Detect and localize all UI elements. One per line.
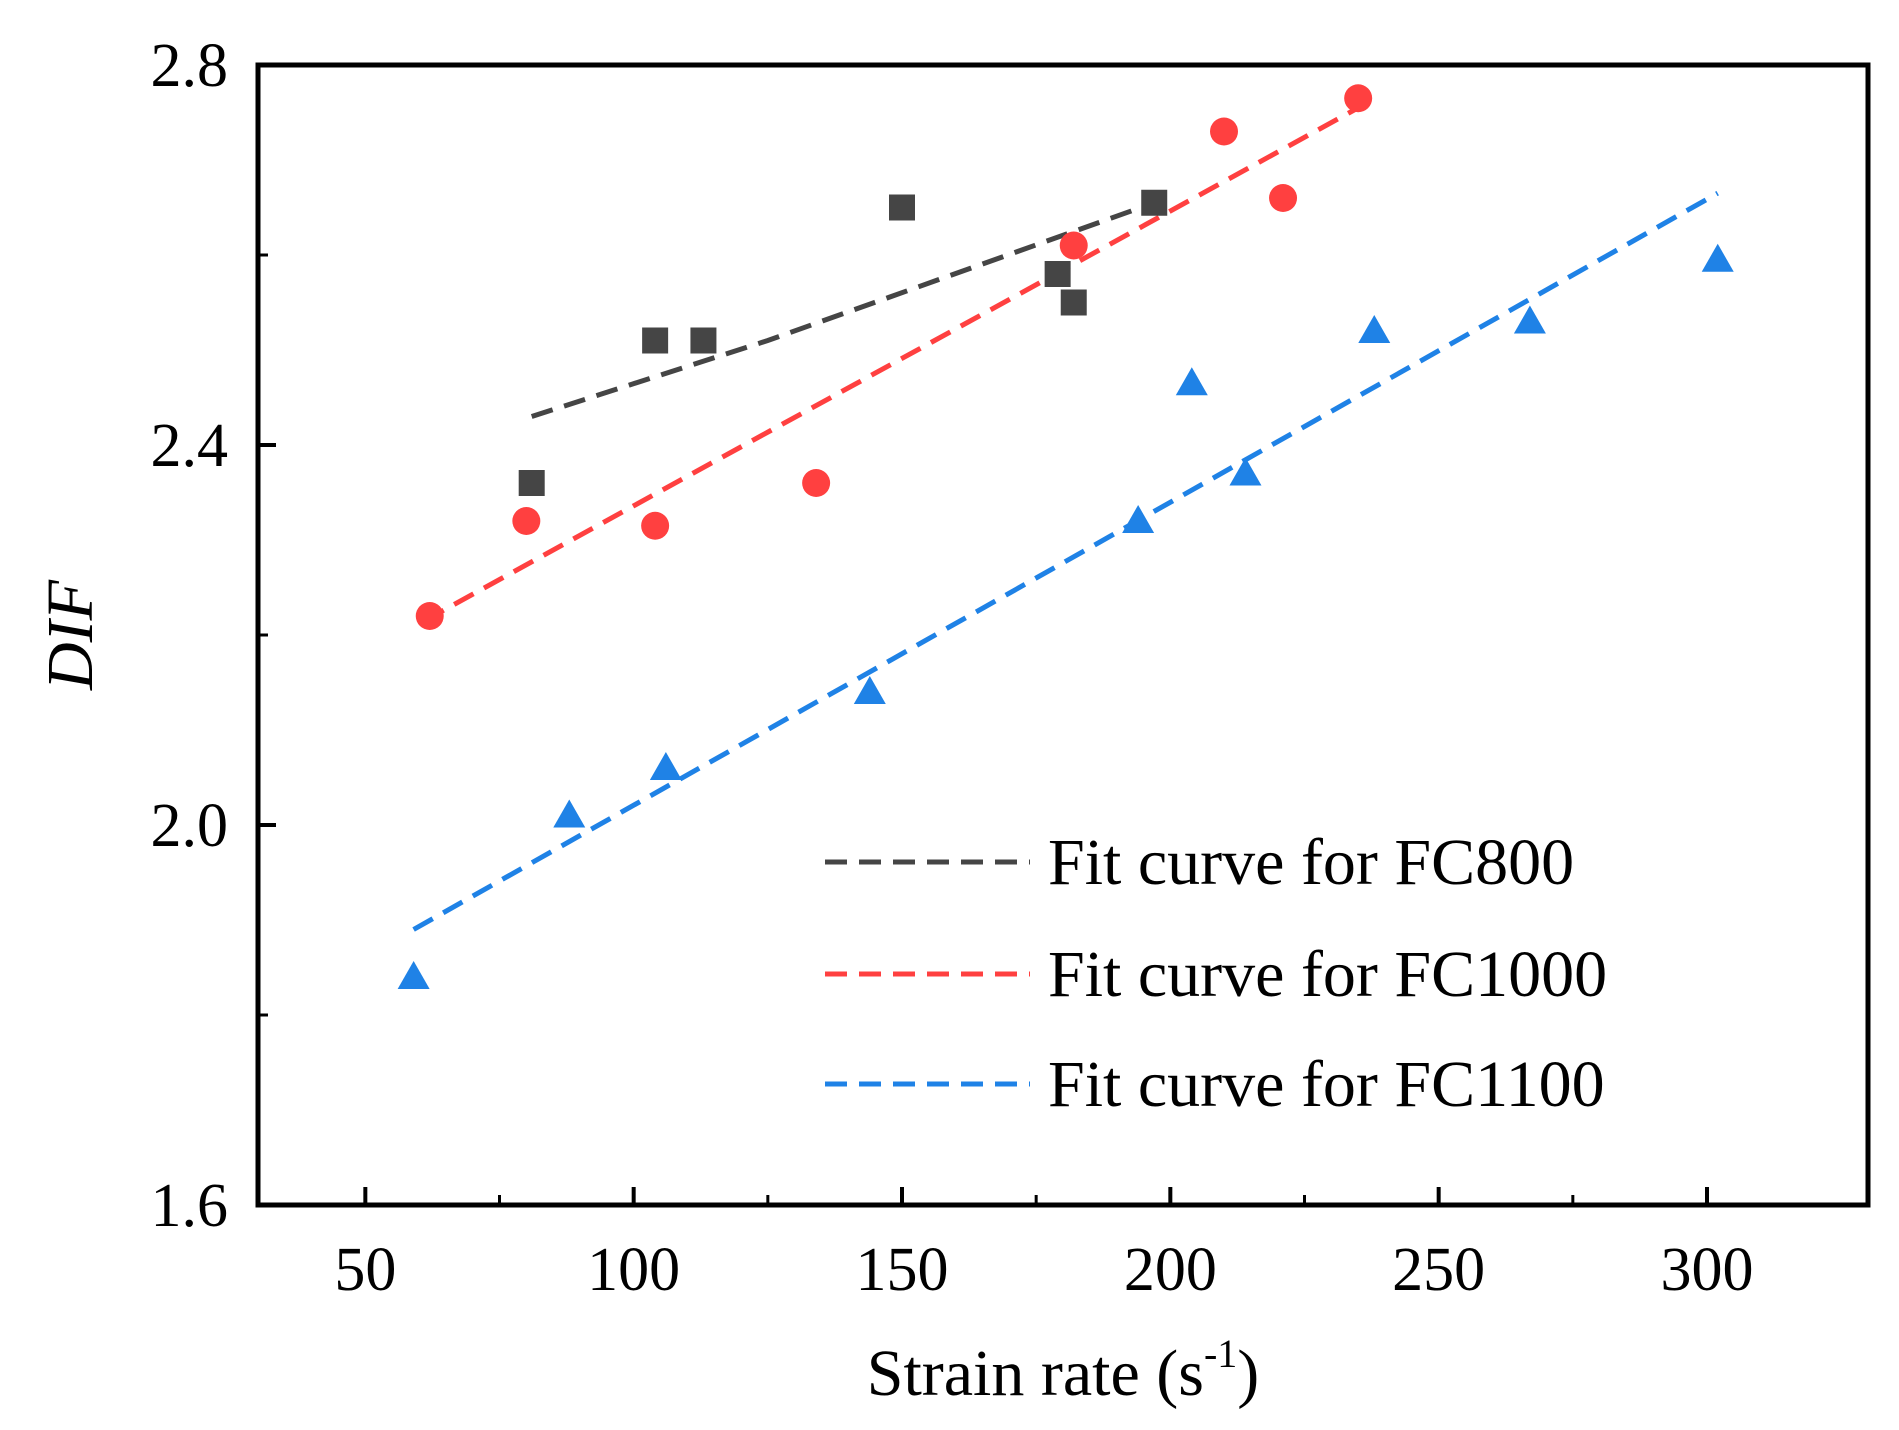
legend: Fit curve for FC800 Fit curve for FC1000… bbox=[825, 826, 1607, 1121]
x-tick-label: 200 bbox=[1124, 1236, 1217, 1304]
data-point-fc1000 bbox=[1210, 117, 1238, 146]
y-tick-label: 2.0 bbox=[151, 792, 229, 860]
data-point-fc1000 bbox=[512, 507, 541, 535]
data-point-fc1100 bbox=[553, 799, 586, 828]
x-tick-label: 50 bbox=[334, 1236, 396, 1304]
data-markers bbox=[397, 84, 1734, 989]
axis-ticks: 50 100 150 200 250 300 1.6 2.0 2.4 2.8 bbox=[151, 32, 1754, 1304]
data-point-fc1100 bbox=[1229, 457, 1262, 486]
x-axis-title-main: Strain rate (s bbox=[867, 1337, 1204, 1410]
data-point-fc1000 bbox=[641, 511, 670, 540]
data-point-fc800 bbox=[889, 194, 915, 221]
y-axis-title: DIF bbox=[34, 579, 107, 691]
x-tick-label: 150 bbox=[856, 1236, 949, 1304]
x-tick-label: 250 bbox=[1392, 1236, 1485, 1304]
data-point-fc1100 bbox=[649, 752, 682, 780]
fit-line-fc800 bbox=[530, 200, 1156, 419]
x-tick-label: 100 bbox=[587, 1236, 680, 1304]
data-point-fc800 bbox=[1141, 189, 1168, 216]
x-axis-title: Strain rate (s-1) bbox=[867, 1331, 1260, 1410]
x-axis-title-superscript: -1 bbox=[1204, 1331, 1237, 1376]
data-point-fc1100 bbox=[853, 676, 886, 704]
data-point-fc1100 bbox=[1513, 305, 1546, 334]
data-point-fc1000 bbox=[1344, 84, 1373, 113]
data-point-fc1000 bbox=[415, 602, 444, 630]
legend-label-fc1000: Fit curve for FC1000 bbox=[1048, 938, 1607, 1011]
fit-lines bbox=[412, 105, 1719, 932]
data-point-fc1100 bbox=[397, 961, 430, 989]
data-point-fc800 bbox=[1044, 261, 1071, 287]
data-point-fc1100 bbox=[1701, 243, 1734, 272]
legend-label-fc800: Fit curve for FC800 bbox=[1048, 826, 1574, 899]
y-tick-label: 2.8 bbox=[151, 32, 229, 100]
x-tick-label: 300 bbox=[1661, 1236, 1754, 1304]
data-point-fc1000 bbox=[1269, 184, 1298, 212]
fit-line-fc1100 bbox=[412, 191, 1719, 932]
data-point-fc800 bbox=[690, 327, 717, 354]
data-point-fc800 bbox=[518, 470, 545, 496]
fit-line-fc1000 bbox=[423, 105, 1360, 623]
data-point-fc800 bbox=[642, 327, 669, 354]
data-point-fc1000 bbox=[1059, 231, 1088, 260]
data-point-fc1100 bbox=[1122, 505, 1155, 533]
x-axis-title-close: ) bbox=[1237, 1337, 1259, 1410]
data-point-fc1000 bbox=[802, 469, 831, 497]
y-tick-label: 1.6 bbox=[151, 1172, 229, 1240]
data-point-fc1100 bbox=[1175, 367, 1208, 396]
y-tick-label: 2.4 bbox=[151, 412, 229, 480]
data-point-fc800 bbox=[1060, 289, 1087, 316]
legend-label-fc1100: Fit curve for FC1100 bbox=[1048, 1048, 1605, 1121]
data-point-fc1100 bbox=[1358, 315, 1391, 343]
